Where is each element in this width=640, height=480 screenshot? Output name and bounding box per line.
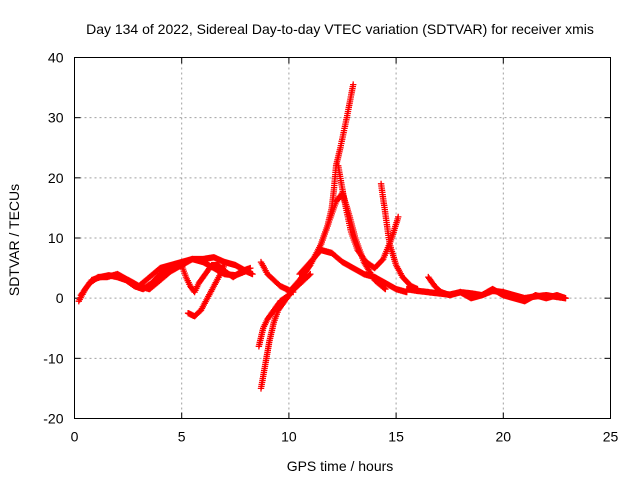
y-axis-label: SDTVAR / TECUs <box>6 184 22 296</box>
series-track-o <box>425 273 569 305</box>
plot-frame <box>74 57 611 419</box>
data-point-markers <box>184 261 228 320</box>
y-tick-label: -20 <box>43 411 63 427</box>
x-tick-label: 0 <box>71 429 79 445</box>
data-point-markers <box>425 273 569 305</box>
chart-title: Day 134 of 2022, Sidereal Day-to-day VTE… <box>86 21 594 37</box>
y-tick-label: 0 <box>56 290 64 306</box>
data-point-markers <box>335 162 402 272</box>
x-tick-label: 15 <box>388 429 404 445</box>
x-axis-label: GPS time / hours <box>287 458 394 474</box>
series-track-l <box>335 162 402 272</box>
y-tick-label: -10 <box>43 350 63 366</box>
grid <box>74 57 611 419</box>
series-track-m <box>377 180 421 293</box>
x-tick-label: 25 <box>603 429 619 445</box>
data-point-markers <box>178 261 254 296</box>
y-tick-label: 30 <box>48 110 64 126</box>
data-point-markers <box>296 246 410 296</box>
y-tick-label: 10 <box>48 230 64 246</box>
y-tick-label: 20 <box>48 170 64 186</box>
series-track-e <box>184 261 228 320</box>
series-track-g <box>255 292 293 350</box>
data-point-markers <box>255 292 293 350</box>
series-track-k <box>296 246 410 296</box>
x-tick-label: 5 <box>178 429 186 445</box>
axis-ticks: 0 5 10 15 20 25 -20 -10 0 10 20 30 40 <box>43 50 618 445</box>
y-tick-label: 40 <box>48 50 64 66</box>
data-point-markers <box>377 180 421 293</box>
x-tick-label: 20 <box>496 429 512 445</box>
series-track-d <box>178 261 254 296</box>
data-marks <box>75 81 569 392</box>
x-tick-label: 10 <box>281 429 297 445</box>
